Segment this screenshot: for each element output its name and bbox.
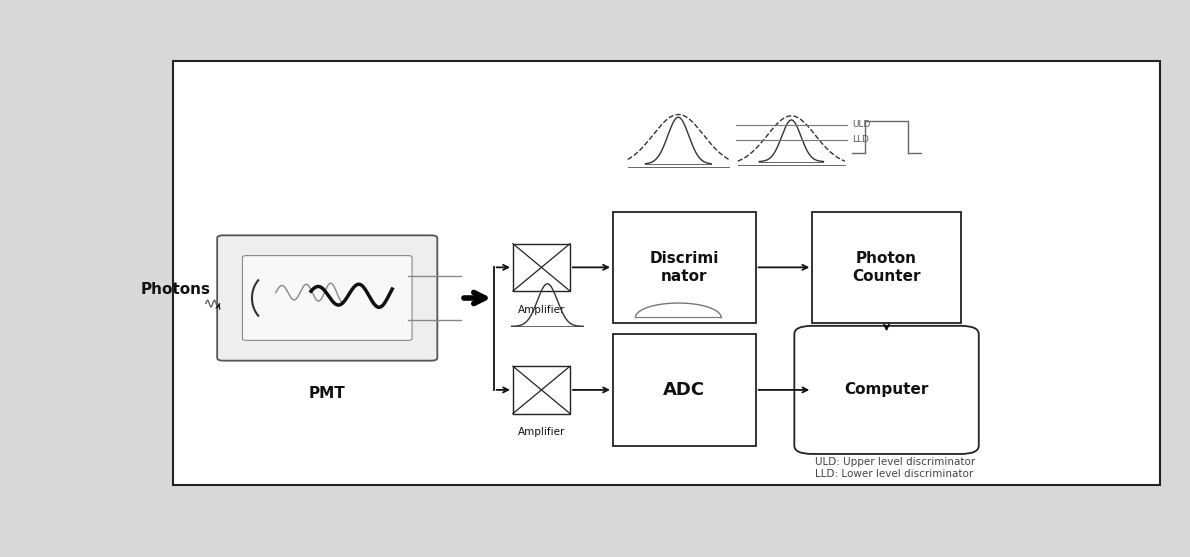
Text: PMT: PMT xyxy=(309,385,345,400)
Text: Photons: Photons xyxy=(142,282,211,297)
Text: ADC: ADC xyxy=(663,381,706,399)
Text: Amplifier: Amplifier xyxy=(518,305,565,315)
FancyBboxPatch shape xyxy=(218,236,438,361)
FancyBboxPatch shape xyxy=(613,212,756,323)
FancyBboxPatch shape xyxy=(173,61,1160,485)
Text: ULD: ULD xyxy=(852,120,870,129)
FancyBboxPatch shape xyxy=(513,244,570,291)
FancyBboxPatch shape xyxy=(513,367,570,413)
Text: Computer: Computer xyxy=(845,383,928,397)
Text: Discrimi
nator: Discrimi nator xyxy=(650,251,719,284)
FancyBboxPatch shape xyxy=(613,334,756,446)
Text: ULD: Upper level discriminator
LLD: Lower level discriminator: ULD: Upper level discriminator LLD: Lowe… xyxy=(815,457,976,479)
FancyBboxPatch shape xyxy=(243,256,412,340)
Text: LLD: LLD xyxy=(852,135,869,144)
Text: Photon
Counter: Photon Counter xyxy=(852,251,921,284)
FancyBboxPatch shape xyxy=(795,326,978,454)
FancyBboxPatch shape xyxy=(812,212,962,323)
Text: Amplifier: Amplifier xyxy=(518,428,565,437)
